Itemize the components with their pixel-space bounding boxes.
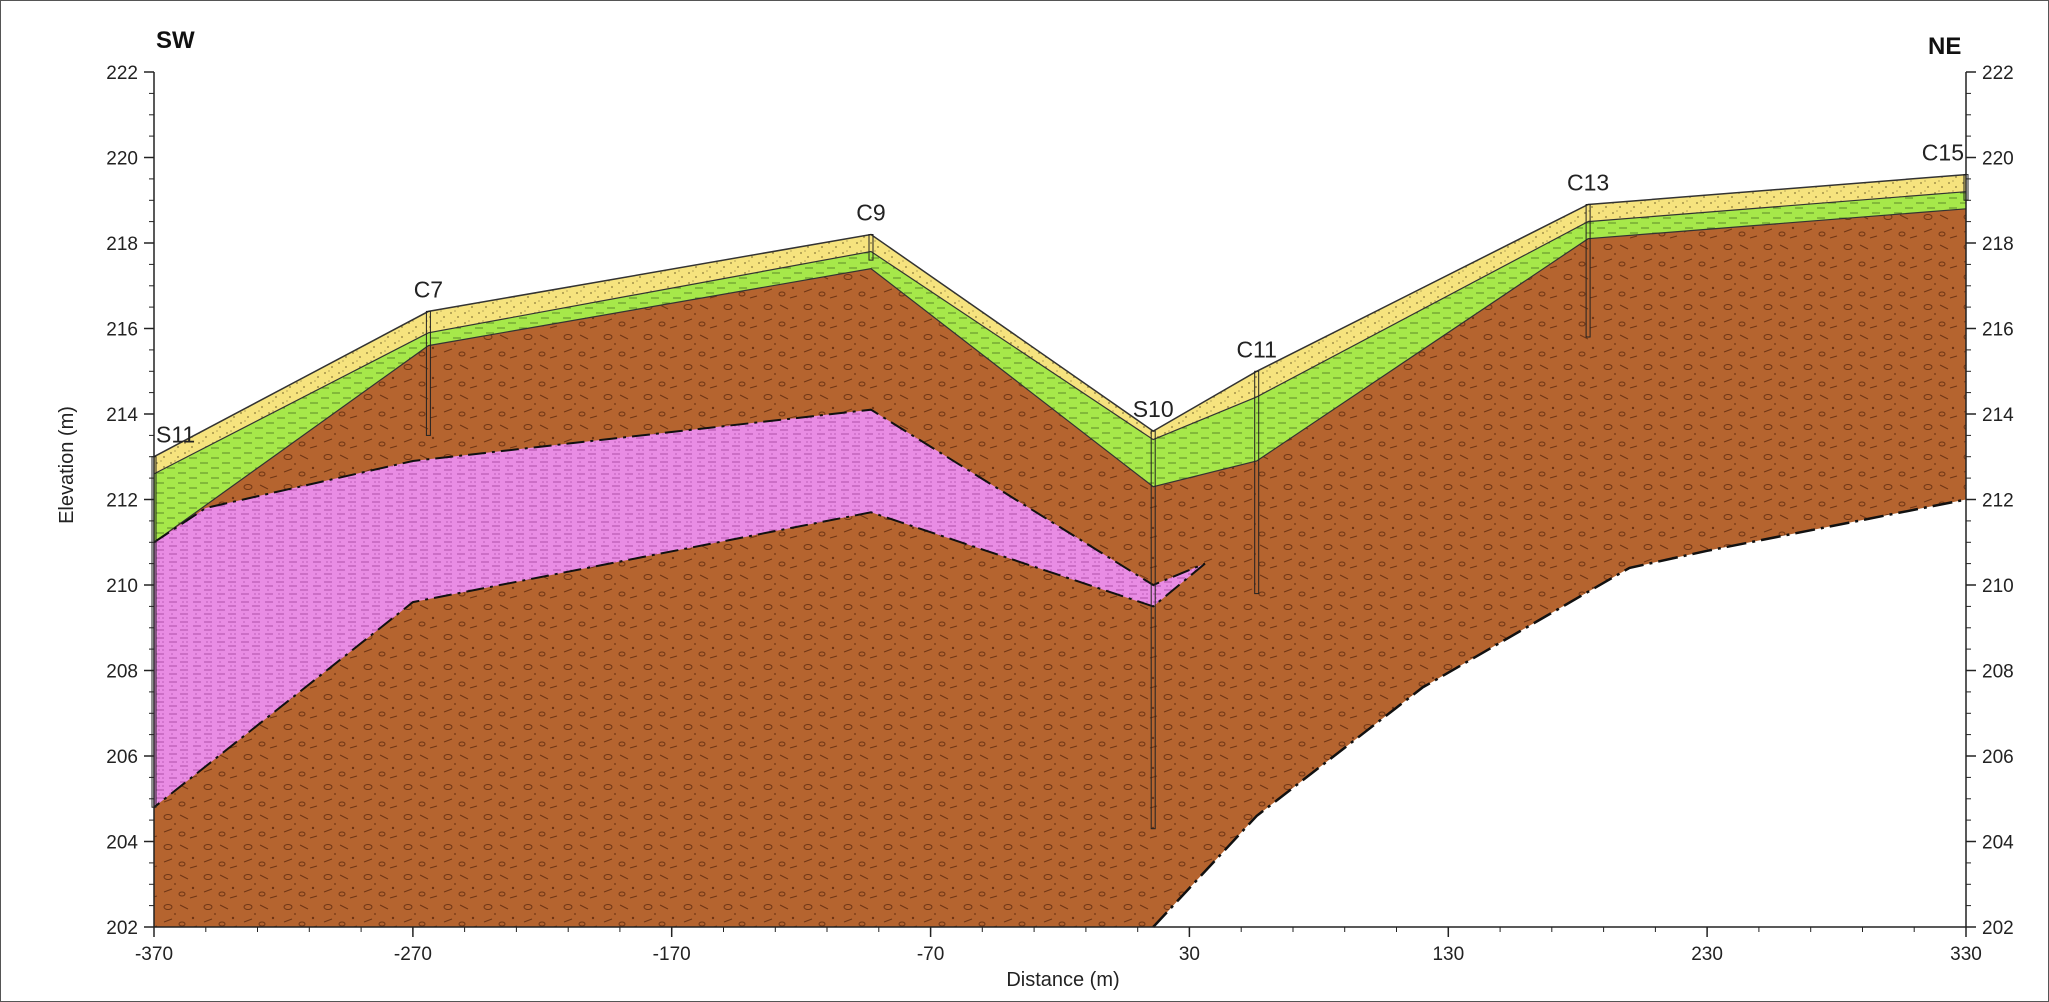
borehole-label: C15 [1922,140,1964,166]
y-tick-label-left: 214 [106,405,138,426]
y-tick-label-right: 202 [1982,918,2014,939]
borehole-c13: C13 [1567,170,1609,338]
borehole-label: C11 [1236,336,1277,362]
borehole-c9: C9 [856,200,886,261]
borehole-c11: C11 [1236,336,1277,595]
topsoil-base-line [153,191,1967,475]
x-axis-title: Distance (m) [1006,969,1119,991]
x-tick-label: 30 [1179,944,1200,965]
x-tick-label: 130 [1432,944,1464,965]
y-tick-label-right: 220 [1982,149,2014,170]
y-tick-label-left: 216 [106,320,138,341]
y-axis-title: Elevation (m) [56,406,78,524]
lens-base-line [153,511,1206,809]
borehole-label: S11 [156,422,195,448]
x-tick-label: -170 [653,944,691,965]
borehole-log [1585,204,1591,338]
y-tick-label-left: 218 [106,234,138,255]
y-tick-label-right: 222 [1982,63,2014,84]
borehole-label: C7 [414,276,443,302]
y-tick-label-left: 206 [106,747,138,768]
borehole-s10: S10 [1133,396,1174,830]
y-tick-label-right: 210 [1982,576,2014,597]
lens-top-line [153,408,1206,587]
borehole-label: S10 [1133,396,1174,422]
y-tick-label-right: 218 [1982,234,2014,255]
y-tick-label-left: 222 [106,63,138,84]
y-tick-label-right: 206 [1982,747,2014,768]
y-tick-label-left: 202 [106,918,138,939]
y-tick-label-right: 214 [1982,405,2014,426]
borehole-log [1150,430,1156,830]
y-tick-label-left: 210 [106,576,138,597]
topsoil-layer [154,174,1966,474]
x-tick-label: 330 [1950,944,1982,965]
borehole-log [1254,370,1260,595]
borehole-label: C13 [1567,170,1609,196]
y-tick-label-right: 212 [1982,491,2014,512]
y-tick-label-right: 204 [1982,833,2014,854]
y-tick-label-left: 204 [106,833,138,854]
y-tick-label-right: 208 [1982,662,2014,683]
lens-layer [154,409,1205,808]
borehole-label: C9 [856,200,885,226]
borehole-c15: C15 [1922,140,1969,201]
upper-layer [154,191,1966,543]
x-tick-label: -270 [394,944,432,965]
direction-label-right: NE [1928,33,1961,60]
x-tick-label: -70 [917,944,944,965]
borehole-log [425,310,431,436]
direction-label-left: SW [156,27,195,54]
x-tick-label: -370 [135,944,173,965]
upper-layer-base-line [153,208,1967,543]
y-tick-label-left: 208 [106,662,138,683]
y-tick-label-left: 212 [106,491,138,512]
y-tick-label-left: 220 [106,149,138,170]
borehole-c7: C7 [414,276,443,436]
y-tick-label-right: 216 [1982,320,2014,341]
main-layer-base-line [1152,498,1967,928]
x-tick-label: 230 [1691,944,1723,965]
borehole-log [868,234,874,261]
